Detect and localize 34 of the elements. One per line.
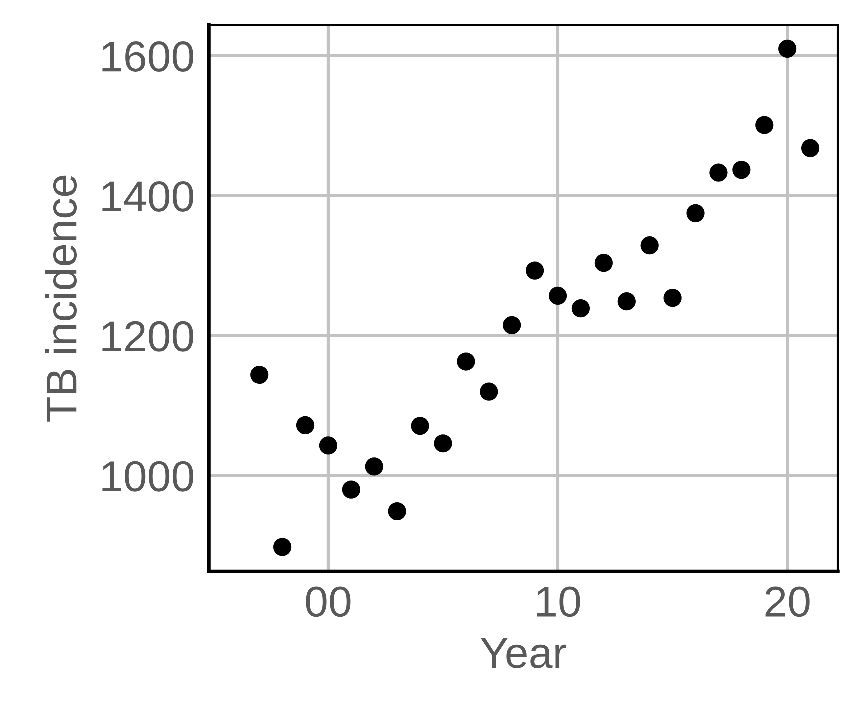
x-tick-label: 10 — [537, 586, 580, 618]
y-tick-label: 1600 — [102, 42, 194, 72]
point — [548, 286, 568, 306]
point — [710, 164, 728, 182]
point — [778, 40, 797, 58]
point — [342, 480, 360, 499]
x-tick-label: 20 — [766, 586, 810, 618]
point — [365, 458, 384, 476]
point — [526, 262, 544, 280]
point — [480, 382, 498, 401]
point — [434, 434, 452, 453]
x-tick-label: 00 — [306, 586, 351, 618]
point — [640, 236, 659, 255]
point — [594, 254, 613, 272]
y-axis-title: TB incidence — [45, 176, 78, 422]
point — [664, 289, 682, 308]
point — [411, 417, 430, 436]
point — [572, 300, 590, 318]
x-axis-title: Year — [481, 638, 566, 668]
point — [618, 292, 636, 311]
point — [457, 352, 476, 371]
y-tick-label: 1000 — [102, 461, 194, 492]
point — [388, 502, 406, 521]
point — [296, 416, 315, 434]
point — [801, 139, 820, 158]
point — [273, 538, 292, 556]
y-tick-label: 1200 — [102, 321, 194, 352]
point — [686, 204, 705, 222]
point — [756, 116, 774, 134]
point — [503, 316, 522, 334]
point — [732, 160, 751, 180]
point — [319, 436, 338, 455]
point — [250, 366, 269, 384]
y-tick-label: 1400 — [102, 181, 194, 212]
